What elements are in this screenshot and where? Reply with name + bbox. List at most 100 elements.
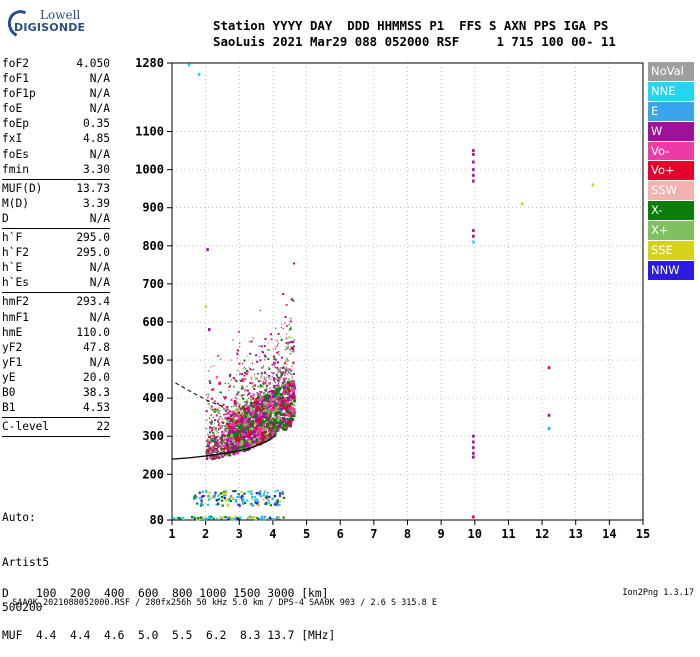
echo-point [286,363,288,366]
echo-point [244,419,248,423]
echo-point [265,496,268,500]
echo-point [236,496,239,499]
param-row: h`F 295.0 [2,230,110,245]
param-name: foEs [2,147,29,161]
echo-point [284,377,286,379]
echo-point [235,408,239,412]
echo-point [227,409,230,412]
echo-point [268,390,271,393]
echo-point [240,442,244,446]
echo-point [256,517,259,520]
echo-point [255,492,258,495]
echo-point [223,445,226,448]
echo-point [229,417,233,421]
echo-point [269,518,272,521]
param-name: h`E [2,261,23,275]
y-tick-label: 600 [142,315,164,329]
echo-point [274,408,278,412]
echo-point [284,322,286,324]
echo-point [278,354,280,356]
echo-point [269,387,271,389]
echo-point [263,431,267,435]
echo-point [243,397,246,400]
echo-point [248,414,252,418]
x-tick-label: 12 [535,527,549,541]
echo-point [205,452,208,455]
echo-point [272,426,276,430]
echo-point [229,516,232,519]
echo-point [292,341,295,344]
echo-point [214,449,216,451]
echo-point [287,360,289,362]
echo-point [252,410,256,414]
param-value: 4.85 [83,132,110,146]
echo-point [243,442,247,446]
echo-point [246,410,250,414]
echo-point [238,446,242,450]
echo-point [286,369,289,372]
echo-point [217,424,220,427]
echo-point [231,496,234,500]
echo-point [257,504,260,507]
echo-point [213,436,216,439]
echo-point [239,342,241,344]
echo-point [253,443,257,447]
echo-point [232,449,236,453]
polarization-legend: NoVal NNE E W Vo- Vo+ SSW X- X+ SSE NNW [648,62,694,281]
echo-point [254,398,257,401]
echo-point [277,382,280,384]
echo-point [235,428,239,432]
echo-point [218,422,221,425]
echo-point [278,406,282,410]
echo-point [225,423,228,426]
echo-point [241,432,245,436]
param-row: foEp 0.35 [2,116,110,131]
param-name: MUF(D) [2,181,43,195]
echo-point [258,438,262,442]
echo-point [207,515,210,518]
echo-point [219,437,222,440]
echo-point [266,413,270,417]
echo-point [276,380,279,382]
echo-point [271,498,274,501]
echo-point [288,329,290,331]
echo-point [292,363,294,365]
echo-point [211,448,213,451]
legend-item-nnw: NNW [648,260,694,280]
echo-point [261,399,265,403]
echo-point [220,447,223,450]
echo-point [213,448,215,450]
echo-point [221,504,224,507]
echo-point [277,410,281,414]
echo-point [249,442,253,446]
echo-point [245,389,248,391]
echo-point [236,357,239,359]
echo-point [209,417,211,419]
echo-point [274,346,276,348]
echo-point [290,396,294,400]
echo-point [274,366,277,369]
x-tick-label: 9 [438,527,445,541]
echo-point [225,434,227,436]
echo-point [289,349,291,351]
x-tick-label: 1 [168,527,175,541]
echo-point [234,518,237,521]
param-separator [2,228,110,230]
echo-point [283,371,286,374]
echo-point [209,438,212,441]
echo-point [247,490,250,493]
auto-label: Auto: [2,511,36,524]
echo-point [284,348,286,351]
echo-point [212,445,215,448]
echo-point [209,456,212,459]
echo-point [223,447,226,449]
echo-point [206,448,209,451]
echo-point [220,517,223,520]
echo-point [205,428,207,430]
echo-point [271,363,274,366]
echo-point [229,414,233,418]
echo-point [252,516,256,519]
echo-point [179,517,182,520]
echo-point [285,421,289,425]
echo-point [259,309,261,312]
